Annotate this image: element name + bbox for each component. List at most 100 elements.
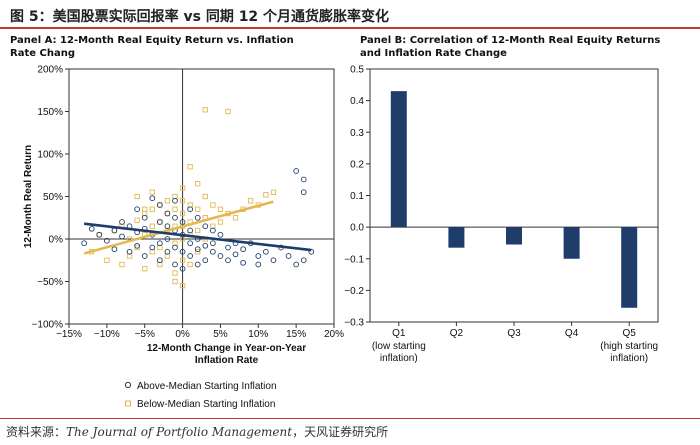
source-suffix: ，天风证券研究所 (292, 425, 389, 439)
panel-b-bar-q2 (448, 227, 465, 248)
panel-a-point-above-median (104, 237, 110, 244)
panel-b-y-tick-label: 0.5 (350, 65, 364, 76)
panel-a-point-below-median (248, 198, 254, 204)
panel-a-point-below-median (195, 227, 201, 234)
panel-a-point-below-median (172, 270, 178, 276)
panel-a-point-above-median (194, 246, 201, 253)
panel-a-y-tick-label: −100% (32, 320, 64, 331)
panel-b-y-tick-label: 0.0 (350, 223, 364, 234)
panel-a-point-above-median (172, 197, 178, 204)
panel-a-point-below-median (149, 189, 155, 195)
panel-a-point-above-median (300, 257, 307, 264)
panel-a-point-above-median (179, 265, 186, 272)
panel-a-point-above-median (141, 253, 148, 259)
panel-a-point-above-median (187, 240, 193, 247)
panel-a-point-above-median (232, 251, 239, 258)
panel-b-y-tick-label: 0.4 (350, 96, 364, 107)
panel-a-point-above-median (157, 202, 163, 208)
panel-a-point-below-median (134, 217, 140, 223)
panel-a-point-above-median (164, 223, 171, 230)
panel-a-point-below-median (172, 206, 178, 212)
panel-a-point-below-median (270, 189, 277, 195)
panel-a-y-tick-label: 200% (37, 65, 63, 76)
panel-a-plot-frame (68, 68, 335, 325)
panel-a-point-below-median (179, 198, 186, 204)
panel-a-title: Panel A: 12-Month Real Equity Return vs.… (10, 35, 294, 59)
title-rule (0, 27, 700, 29)
panel-a-point-above-median (96, 231, 103, 238)
panel-a-x-tick-label: 20% (324, 329, 344, 340)
panel-a-point-below-median (179, 283, 186, 289)
panel-a-point-above-median (119, 233, 125, 240)
panel-a-point-below-median (149, 223, 155, 229)
legend-marker-below-median (125, 400, 131, 407)
panel-a-point-above-median (134, 206, 140, 213)
panel-a-point-above-median (202, 242, 209, 249)
panel-a-point-above-median (217, 231, 224, 238)
panel-a-point-above-median (263, 248, 269, 255)
panel-a-y-axis-label: 12-Month Real Return (23, 145, 34, 248)
panel-a-point-below-median (202, 193, 208, 200)
panel-b-y-tick-label: −0.2 (344, 286, 364, 297)
panel-a-point-above-median (210, 227, 216, 234)
panel-a-x-axis-label-line2: Inflation Rate (195, 355, 259, 366)
panel-a-point-above-median (187, 206, 193, 213)
panel-a-point-above-median (134, 242, 140, 249)
panel-a-point-below-median (210, 202, 216, 208)
panel-a-point-below-median (164, 198, 171, 204)
panel-b-x-tick-note: inflation) (610, 353, 648, 364)
panel-a-point-above-median (164, 210, 171, 217)
panel-b-x-tick-label: Q2 (450, 328, 464, 339)
panel-a-trendline-above-median (83, 222, 312, 252)
panel-a-point-below-median (232, 215, 239, 221)
panel-a-point-above-median (119, 219, 125, 225)
panel-a-x-tick-label: −5% (135, 329, 155, 340)
panel-a-point-above-median (157, 219, 163, 225)
panel-a-point-below-median (217, 206, 224, 212)
panel-a-y-tick-label: 0% (49, 235, 64, 246)
panel-a-point-above-median (164, 248, 171, 255)
panel-a-point-above-median (111, 246, 118, 253)
panel-a-point-above-median (81, 240, 87, 247)
panel-a-point-below-median (263, 192, 269, 198)
panel-a-point-above-median (202, 257, 209, 264)
panel-a-point-above-median (293, 168, 299, 174)
panel-a-point-above-median (194, 261, 201, 268)
panel-a-point-below-median (195, 249, 201, 255)
panel-a-point-below-median (142, 206, 148, 212)
panel-a-point-above-median (270, 257, 277, 264)
panel-a-point-above-median (300, 189, 307, 196)
panel-a-point-below-median (149, 206, 155, 212)
panel-a-point-below-median (225, 108, 231, 115)
panel-a-point-above-median (157, 240, 163, 247)
panel-b-x-tick-note: inflation) (380, 353, 418, 364)
panel-a-point-above-median (164, 236, 171, 242)
panel-a-point-below-median (217, 219, 224, 225)
panel-a-point-below-median (104, 257, 110, 263)
panel-b-y-tick-label: −0.3 (344, 318, 364, 329)
panel-a-point-below-median (179, 257, 186, 263)
panel-a-y-tick-label: 100% (37, 150, 63, 161)
panel-a-point-above-median (225, 257, 231, 264)
panel-b-x-tick-label: Q4 (565, 328, 579, 339)
panel-a-point-below-median (179, 185, 186, 191)
panel-b-y-tick-label: −0.1 (344, 254, 364, 265)
charts-canvas: −100% −50% 0% 50% 100% 150% 200% −15% −10% −5% 0% 5… (23, 65, 659, 410)
panel-a-x-tick-label: −10% (94, 329, 120, 340)
panel-a-x-tick-label: 10% (248, 329, 268, 340)
panel-a-point-above-median (293, 261, 299, 268)
panel-a-point-below-median (195, 181, 201, 187)
panel-a-point-below-median (142, 266, 148, 272)
panel-a-point-above-median (240, 259, 246, 266)
panel-a-point-above-median (111, 227, 118, 234)
source-rule (0, 418, 700, 419)
panel-a-y-tick-label: 150% (37, 107, 63, 118)
panel-a-point-above-median (126, 248, 133, 255)
panel-b-bar-q1 (390, 91, 407, 228)
source-note: 资料来源：The Journal of Portfolio Management… (6, 423, 388, 440)
panel-a-point-below-median (187, 261, 193, 268)
panel-b-x-tick-label: Q3 (507, 328, 521, 339)
panel-b-bar-q5 (621, 227, 638, 308)
panel-a-point-below-median (134, 193, 140, 200)
panel-a-point-above-median (240, 246, 246, 253)
